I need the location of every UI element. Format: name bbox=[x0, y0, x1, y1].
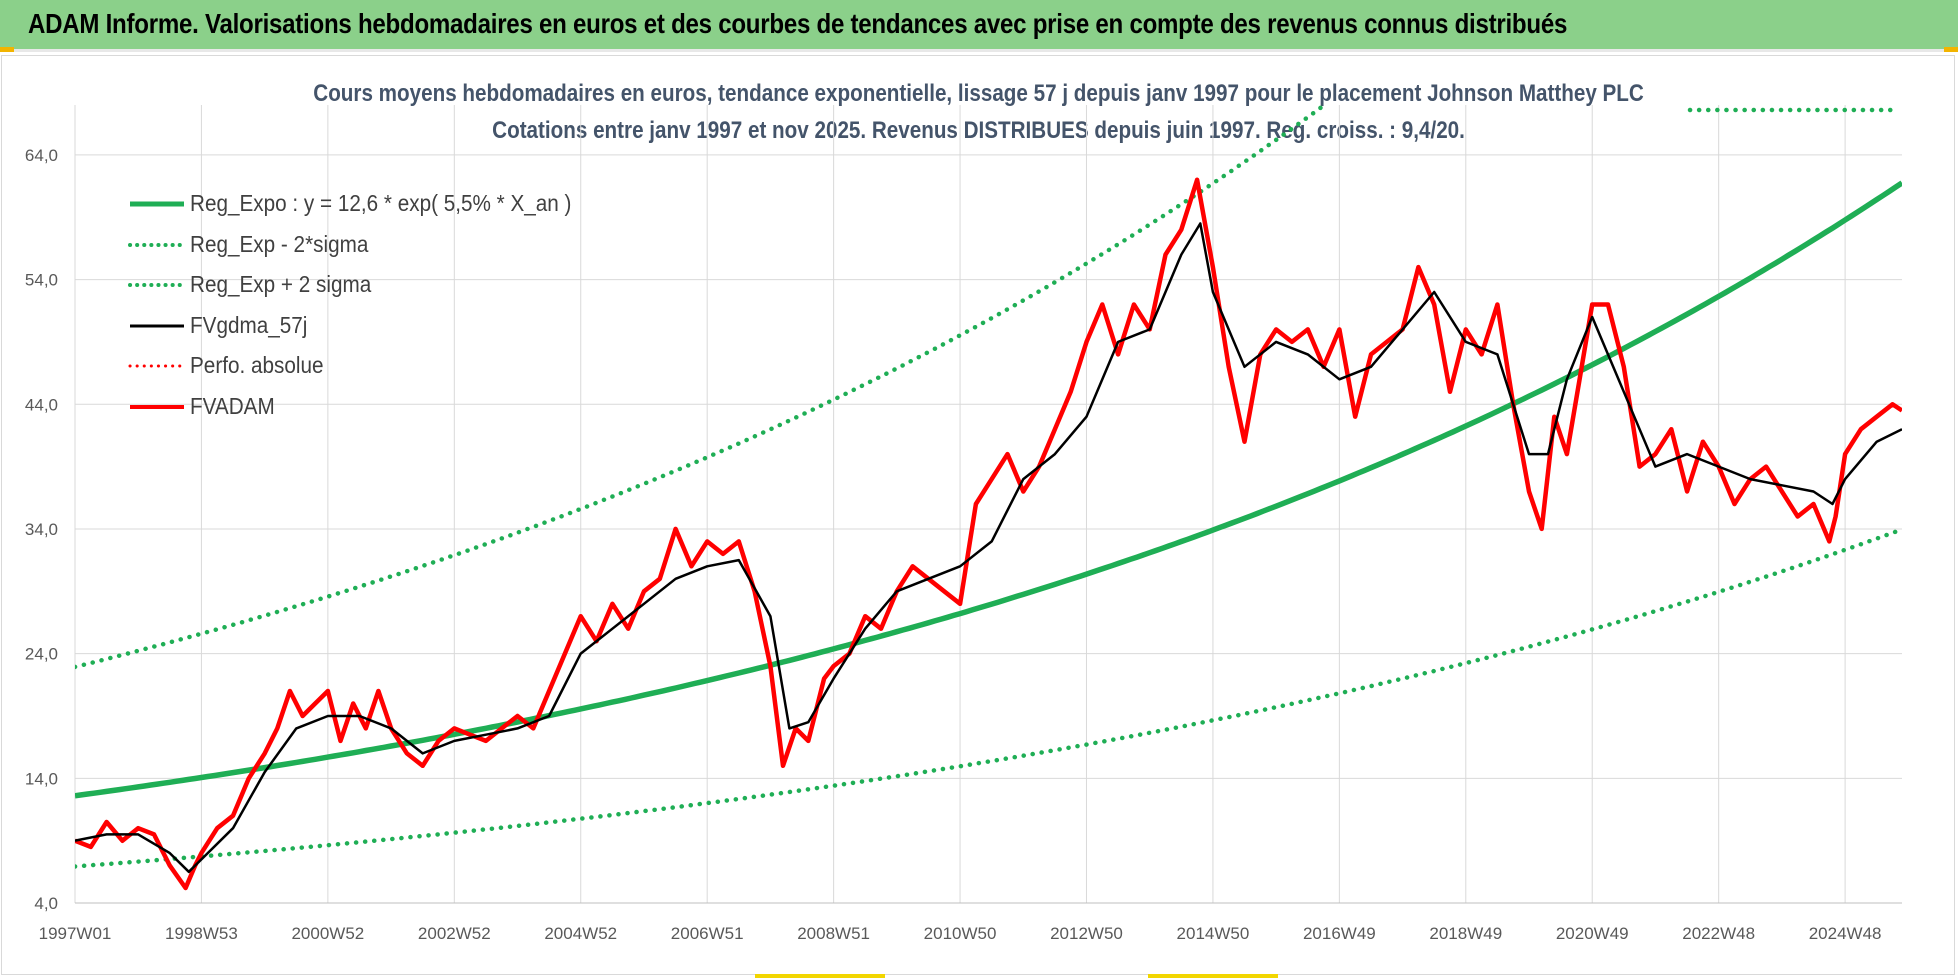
report-banner: ADAM Informe. Valorisations hebdomadaire… bbox=[0, 0, 1958, 52]
y-tick-label: 44,0 bbox=[25, 395, 58, 414]
x-tick-label: 2008W51 bbox=[797, 924, 870, 943]
x-tick-label: 2004W52 bbox=[544, 924, 617, 943]
legend-label: FVADAM bbox=[190, 392, 275, 419]
legend-label: FVgdma_57j bbox=[190, 311, 308, 338]
x-tick-label: 2002W52 bbox=[418, 924, 491, 943]
banner-title: ADAM Informe. Valorisations hebdomadaire… bbox=[28, 8, 1568, 39]
x-tick-label: 2012W50 bbox=[1050, 924, 1123, 943]
legend-swatch bbox=[130, 201, 184, 207]
legend-swatch bbox=[128, 364, 186, 368]
banner-corner-left bbox=[0, 47, 14, 52]
y-tick-label: 4,0 bbox=[34, 894, 58, 913]
x-tick-label: 2018W49 bbox=[1429, 924, 1502, 943]
chart-subtitle-text: Cotations entre janv 1997 et nov 2025. R… bbox=[492, 117, 1466, 144]
bottom-accent-right bbox=[1148, 974, 1278, 978]
legend-swatch bbox=[128, 242, 186, 247]
x-tick-label: 1997W01 bbox=[39, 924, 112, 943]
x-tick-label: 2020W49 bbox=[1556, 924, 1629, 943]
x-tick-label: 2024W48 bbox=[1809, 924, 1882, 943]
x-tick-label: 2006W51 bbox=[671, 924, 744, 943]
x-tick-label: 2022W48 bbox=[1682, 924, 1755, 943]
legend-label: Reg_Exp + 2 sigma bbox=[190, 271, 372, 297]
legend-swatch bbox=[130, 404, 184, 409]
legend-label: Perfo. absolue bbox=[190, 352, 324, 378]
legend-label: Reg_Exp - 2*sigma bbox=[190, 230, 369, 257]
chart-title-text: Cours moyens hebdomadaires en euros, ten… bbox=[313, 80, 1645, 107]
legend-label: Reg_Expo : y = 12,6 * exp( 5,5% * X_an ) bbox=[190, 190, 572, 216]
x-tick-label: 1998W53 bbox=[165, 924, 238, 943]
chart-subtitle: Cotations entre janv 1997 et nov 2025. R… bbox=[0, 117, 1958, 145]
x-tick-label: 2014W50 bbox=[1177, 924, 1250, 943]
y-tick-label: 14,0 bbox=[25, 769, 58, 788]
banner-corner-right bbox=[1944, 47, 1958, 52]
chart-frame bbox=[1, 55, 1955, 975]
legend-swatch bbox=[130, 324, 184, 327]
legend-swatch bbox=[128, 283, 186, 287]
reg-exp-minus-2sigma-line bbox=[75, 527, 1902, 869]
fvgdma-57j-line bbox=[75, 222, 1902, 874]
bottom-accent-left bbox=[755, 974, 885, 978]
reg-exp-plus-2sigma-line bbox=[75, 105, 1329, 670]
x-tick-label: 2016W49 bbox=[1303, 924, 1376, 943]
y-tick-label: 64,0 bbox=[25, 146, 58, 165]
y-tick-label: 34,0 bbox=[25, 520, 58, 539]
y-tick-label: 24,0 bbox=[25, 645, 58, 664]
y-tick-label: 54,0 bbox=[25, 271, 58, 290]
x-tick-label: 2010W50 bbox=[924, 924, 997, 943]
chart-title: Cours moyens hebdomadaires en euros, ten… bbox=[0, 80, 1958, 108]
reg-expo-line bbox=[75, 180, 1902, 799]
x-tick-label: 2000W52 bbox=[291, 924, 364, 943]
